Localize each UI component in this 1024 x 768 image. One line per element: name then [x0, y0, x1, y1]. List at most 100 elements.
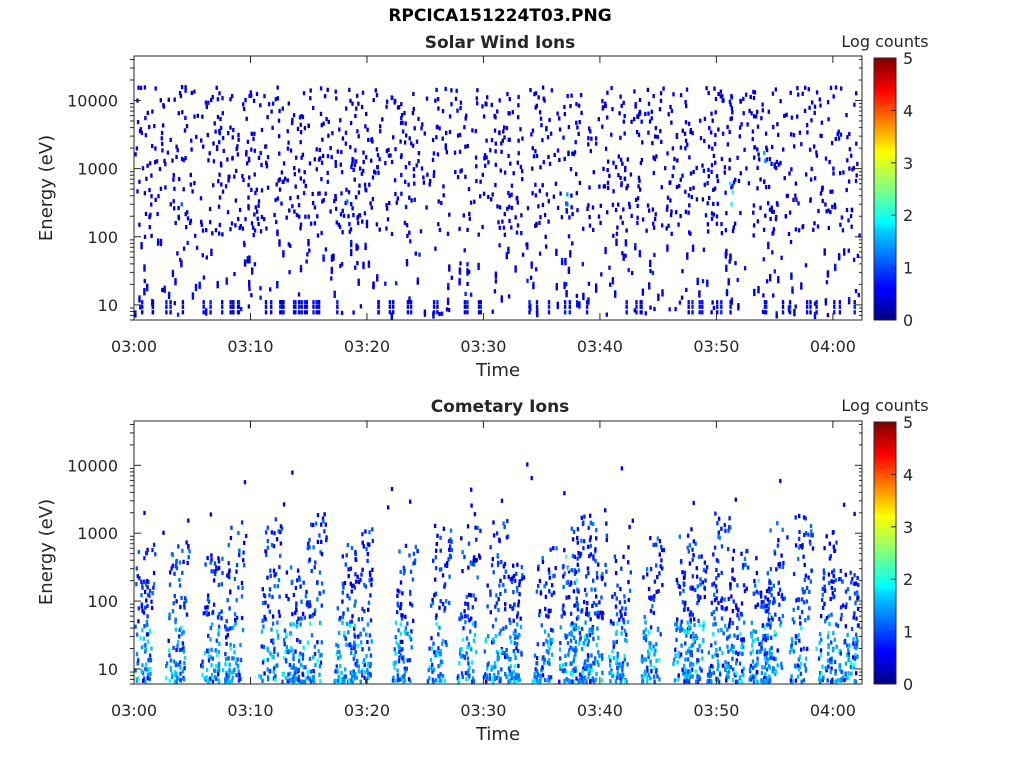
- heatmap-cell: [649, 262, 652, 268]
- heatmap-cell: [844, 638, 847, 643]
- heatmap-cell: [840, 612, 843, 617]
- heatmap-cell: [220, 616, 223, 621]
- heatmap-cell: [206, 605, 209, 610]
- heatmap-cell: [238, 207, 242, 213]
- heatmap-cell: [315, 310, 318, 315]
- heatmap-cell: [441, 602, 445, 607]
- heatmap-cell: [421, 122, 424, 127]
- heatmap-cell: [225, 677, 228, 682]
- heatmap-cell: [437, 646, 440, 651]
- heatmap-cell: [253, 228, 257, 233]
- heatmap-cell: [355, 246, 359, 251]
- heatmap-cell: [662, 548, 665, 553]
- heatmap-cell: [756, 656, 759, 661]
- heatmap-cell: [660, 544, 663, 550]
- heatmap-cell: [691, 244, 695, 249]
- heatmap-cell: [233, 272, 236, 277]
- heatmap-cell: [437, 199, 440, 204]
- heatmap-cell: [479, 528, 482, 533]
- heatmap-cell: [510, 675, 514, 681]
- heatmap-cell: [685, 633, 688, 638]
- heatmap-cell: [218, 612, 221, 617]
- heatmap-cell: [334, 669, 337, 674]
- heatmap-cell: [332, 253, 335, 258]
- heatmap-cell: [463, 304, 467, 309]
- heatmap-cell: [344, 674, 347, 679]
- heatmap-cell: [767, 244, 770, 250]
- heatmap-cell: [303, 310, 307, 315]
- heatmap-cell: [318, 672, 321, 677]
- heatmap-cell: [589, 149, 592, 154]
- heatmap-cell: [278, 594, 281, 599]
- colorbar-tick-label: 5: [903, 49, 913, 68]
- heatmap-cell: [753, 578, 756, 584]
- heatmap-cell: [167, 638, 170, 643]
- heatmap-cell: [474, 525, 477, 530]
- heatmap-cell: [560, 257, 564, 263]
- heatmap-cell: [783, 596, 786, 601]
- heatmap-cell: [616, 652, 619, 657]
- heatmap-cell: [306, 675, 310, 680]
- heatmap-cell: [691, 131, 694, 136]
- heatmap-cell: [587, 297, 590, 302]
- heatmap-cell: [151, 304, 155, 309]
- heatmap-cell: [144, 551, 148, 556]
- heatmap-cell: [445, 599, 448, 604]
- heatmap-cell: [245, 161, 249, 166]
- heatmap-cell: [621, 161, 624, 166]
- heatmap-cell: [145, 579, 149, 584]
- heatmap-cell: [687, 300, 690, 305]
- heatmap-cell: [762, 257, 765, 262]
- heatmap-cell: [568, 648, 571, 653]
- heatmap-cell: [310, 522, 313, 527]
- heatmap-cell: [626, 619, 630, 625]
- heatmap-cell: [853, 511, 856, 516]
- heatmap-cell: [295, 670, 298, 675]
- heatmap-cell: [815, 646, 818, 651]
- heatmap-cell: [300, 304, 303, 309]
- heatmap-cell: [577, 103, 581, 108]
- heatmap-cell: [494, 162, 497, 167]
- heatmap-cell: [688, 155, 691, 160]
- heatmap-cell: [736, 613, 739, 618]
- heatmap-cell: [351, 206, 354, 211]
- heatmap-cell: [659, 98, 663, 103]
- heatmap-cell: [586, 206, 589, 211]
- heatmap-cell: [716, 521, 719, 526]
- heatmap-cell: [731, 656, 734, 661]
- heatmap-cell: [509, 620, 512, 626]
- heatmap-cell: [243, 540, 246, 545]
- heatmap-cell: [653, 579, 657, 584]
- heatmap-cell: [682, 575, 686, 580]
- heatmap-cell: [202, 304, 205, 309]
- heatmap-cell: [183, 655, 187, 660]
- heatmap-cell: [695, 566, 698, 571]
- heatmap-cell: [813, 110, 816, 115]
- heatmap-cell: [793, 309, 796, 314]
- heatmap-cell: [580, 675, 583, 680]
- heatmap-cell: [652, 155, 655, 160]
- heatmap-cell: [720, 222, 723, 227]
- heatmap-cell: [752, 203, 756, 208]
- heatmap-cell: [759, 590, 763, 595]
- heatmap-cell: [515, 646, 518, 651]
- heatmap-cell: [137, 619, 140, 624]
- heatmap-cell: [618, 600, 622, 605]
- heatmap-cell: [707, 167, 710, 172]
- heatmap-cell: [205, 308, 208, 313]
- heatmap-cell: [607, 185, 610, 191]
- heatmap-cell: [347, 574, 350, 579]
- heatmap-cell: [490, 667, 493, 672]
- heatmap-cell: [170, 566, 173, 571]
- heatmap-cell: [778, 561, 782, 566]
- heatmap-cell: [599, 220, 602, 225]
- heatmap-cell: [297, 300, 301, 305]
- heatmap-cell: [374, 170, 377, 175]
- heatmap-cell: [735, 606, 738, 611]
- heatmap-cell: [338, 649, 341, 655]
- heatmap-cell: [565, 293, 568, 298]
- heatmap-cell: [768, 614, 772, 619]
- heatmap-cell: [520, 213, 523, 218]
- heatmap-cell: [827, 644, 830, 649]
- heatmap-cell: [703, 586, 707, 591]
